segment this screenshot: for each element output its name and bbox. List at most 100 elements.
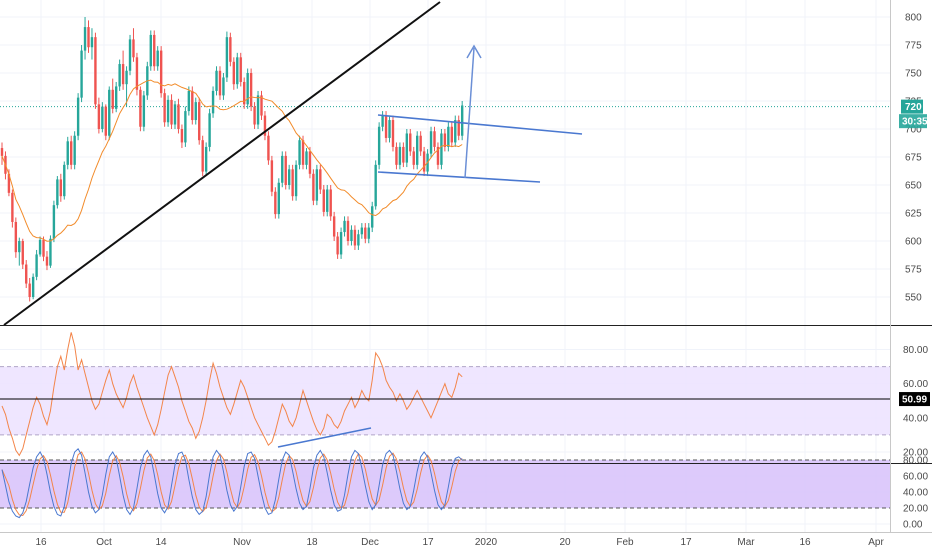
candle-body [301, 140, 305, 165]
candle-body [419, 135, 422, 152]
candle-body [243, 81, 246, 105]
candle-body [433, 131, 436, 147]
time-tick-label: Feb [616, 537, 634, 548]
candle-body [31, 276, 35, 297]
candle-body [374, 164, 377, 207]
candle-body [135, 57, 139, 90]
candle-body [284, 155, 287, 185]
candle-body [218, 70, 222, 96]
candle-body [422, 151, 426, 172]
candle-body [405, 133, 409, 163]
candle-body [287, 169, 291, 185]
candle-body [277, 182, 280, 215]
candle-body [343, 220, 346, 233]
rsi-value-tag-bg [899, 392, 930, 407]
candle-body [298, 140, 301, 165]
rsi-tick-label: 60.00 [903, 379, 928, 390]
candle-body [215, 70, 218, 91]
time-tick-label: 16 [799, 537, 811, 548]
time-tick-label: 2020 [475, 537, 498, 548]
countdown-tag: 30:35 [899, 114, 928, 129]
rsi-divergence-line[interactable] [277, 427, 372, 448]
time-tick-label: 14 [155, 537, 167, 548]
candle-body [447, 126, 450, 147]
candle-body [312, 173, 315, 201]
candle-body [371, 206, 374, 228]
candle-body [187, 90, 191, 112]
price-tick-label: 650 [905, 181, 922, 192]
candle-body [402, 146, 405, 163]
candle-body [395, 146, 398, 165]
trendline-ascending[interactable] [3, 1, 441, 326]
current-price-tag-bg [901, 99, 923, 114]
candle-body [7, 173, 11, 193]
candle-body [291, 169, 294, 197]
candle-body [305, 151, 308, 165]
candle-body [70, 141, 73, 165]
candle-body [173, 104, 177, 125]
candle-body [153, 34, 156, 67]
projection-arrow-shaft[interactable] [464, 47, 475, 179]
candle-body [319, 169, 322, 190]
candle-body [229, 37, 232, 62]
candle-body [56, 179, 59, 206]
time-tick-label: 20 [559, 537, 571, 548]
candle-body [21, 241, 24, 265]
candle-body [204, 146, 208, 172]
price-tick-label: 625 [905, 209, 922, 220]
stoch-tick-label: 80.00 [903, 456, 928, 467]
candle-body [11, 192, 14, 222]
candle-body [28, 283, 31, 297]
candle-body [381, 115, 384, 127]
projection-arrowhead [466, 44, 482, 59]
stoch-tick-label: 20.00 [903, 504, 928, 515]
candle-body [42, 239, 45, 257]
price-tick-label: 775 [905, 41, 922, 52]
candle-body [388, 120, 391, 138]
stoch-d-line [1, 451, 463, 517]
time-tick-label: 17 [422, 537, 434, 548]
candle-body [66, 141, 69, 165]
candle-body [440, 133, 443, 165]
candle-body [377, 126, 381, 165]
candle-body [360, 227, 364, 235]
candle-body [364, 227, 367, 239]
candle-body [132, 39, 135, 58]
candle-body [249, 73, 253, 107]
current-price-tag-text: 720 [905, 102, 922, 113]
candle-body [339, 232, 343, 255]
candle-body [76, 97, 80, 136]
candle-body [267, 135, 270, 161]
flag-upper-line[interactable] [377, 114, 583, 135]
candle-body [166, 99, 170, 123]
price-grid [0, 16, 890, 298]
candle-body [194, 102, 197, 121]
price-tick-label: 800 [905, 13, 922, 24]
price-tick-label: 600 [905, 237, 922, 248]
candle-body [322, 189, 325, 212]
candle-body [170, 99, 173, 125]
time-tick-label: Nov [233, 537, 251, 548]
stoch-axis: 0.00 20.00 40.00 60.00 80.00 [903, 456, 928, 531]
stoch-tick-label: 40.00 [903, 488, 928, 499]
price-tick-label: 700 [905, 125, 922, 136]
candle-body [332, 216, 336, 237]
candle-body [118, 64, 121, 87]
time-tick-label: 17 [680, 537, 692, 548]
candle-body [443, 133, 447, 147]
candle-body [460, 105, 464, 136]
candle-body [263, 115, 267, 136]
candle-body [25, 264, 28, 284]
candle-body [156, 50, 159, 67]
rsi-tick-label: 40.00 [903, 413, 928, 424]
price-tick-label: 575 [905, 265, 922, 276]
flag-lower-line[interactable] [377, 171, 541, 183]
candle-body [353, 229, 357, 246]
candle-body [367, 227, 370, 239]
candle-body [232, 61, 236, 85]
candle-body [177, 104, 180, 129]
price-tick-label: 750 [905, 69, 922, 80]
candle-body [38, 239, 42, 255]
countdown-tag-text: 30:35 [902, 117, 928, 128]
